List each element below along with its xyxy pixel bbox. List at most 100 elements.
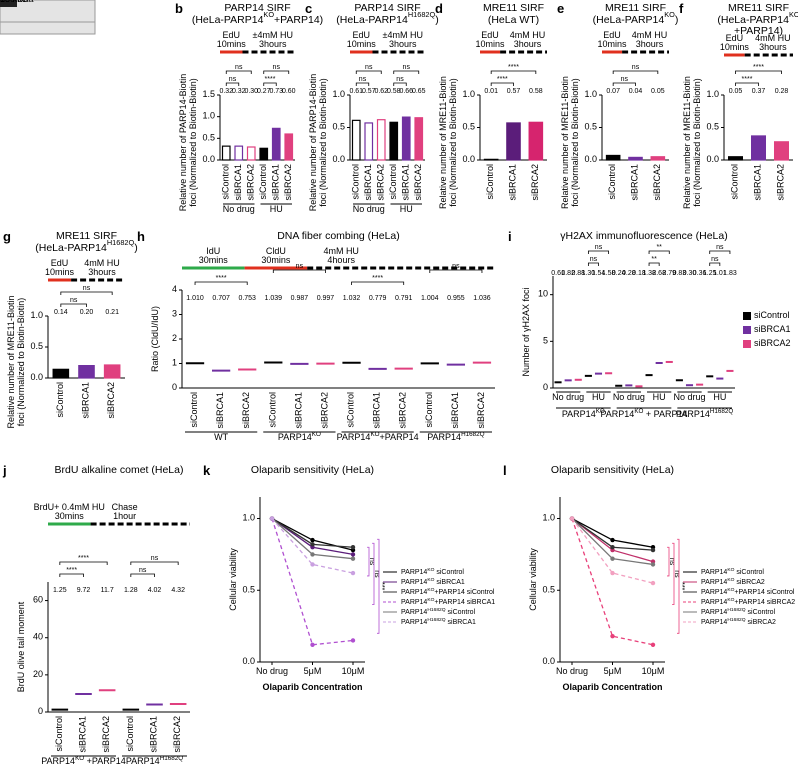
bar — [221, 145, 231, 161]
y-axis-label: Relative number of MRE11-Biotin — [438, 76, 448, 209]
significance-bracket — [59, 573, 84, 577]
significance-bracket — [612, 82, 636, 86]
group-label: PARP14KO+PARP14 — [337, 431, 419, 442]
value-label: 0.791 — [395, 295, 413, 302]
significance-label: ns — [296, 263, 304, 270]
group-label: PARP14H1682Q — [427, 431, 484, 442]
protocol-duration: 3hours — [514, 39, 542, 49]
y-tick-label: 0.0 — [706, 154, 719, 164]
y-tick-label: 0.0 — [242, 656, 255, 666]
protocol-label: EdU — [726, 33, 744, 43]
protocol-duration: 10mins — [45, 267, 75, 277]
chart-title: BrdU alkaline comet (HeLa) — [55, 464, 184, 476]
group-label: HU — [592, 392, 605, 402]
x-tick-label: siBRCA1 — [78, 716, 88, 753]
data-point — [610, 545, 615, 550]
significance-label: ns — [673, 570, 680, 578]
significance-label: **** — [66, 567, 77, 574]
significance-bracket — [735, 82, 759, 86]
legend-label: PARP14KO+PARP14 siBRCA1 — [401, 597, 495, 606]
significance-bracket — [367, 546, 370, 577]
y-tick-label: 1.0 — [202, 111, 215, 121]
value-label: 0.21 — [105, 309, 119, 316]
protocol-label: EdU — [51, 258, 69, 268]
value-label: 1.30 — [582, 270, 596, 277]
value-label: 1.38 — [642, 270, 656, 277]
data-point — [350, 552, 356, 557]
significance-label: *** — [378, 582, 385, 590]
y-tick-label: 2 — [172, 333, 177, 343]
x-tick-label: siBRCA1 — [81, 382, 91, 419]
x-tick-label: siBRCA2 — [107, 382, 117, 419]
y-tick-label: 0.5 — [706, 122, 719, 132]
legend-label: PARP14H1682Q siBRCA1 — [401, 617, 476, 626]
group-label: PARP14H1682Q — [126, 755, 183, 766]
protocol-label: EdU — [352, 30, 370, 40]
significance-label: **** — [78, 555, 89, 562]
chart-title: MRE11 SIRF — [605, 2, 666, 14]
panel-letter: k — [203, 463, 211, 478]
significance-bracket — [377, 538, 380, 634]
significance-label: ns — [452, 263, 460, 270]
value-label: 0.83 — [673, 270, 687, 277]
bar — [271, 127, 281, 161]
genotype-label: PARP14KO — [562, 408, 605, 419]
panel-letter: d — [435, 1, 443, 16]
x-tick-label: siControl — [54, 716, 64, 752]
panel-letter: b — [175, 1, 183, 16]
data-point — [310, 542, 315, 547]
x-tick-label: siBRCA1 — [363, 164, 373, 201]
significance-bracket — [709, 262, 721, 266]
value-label: 1.83 — [723, 270, 737, 277]
legend-label: PARP14H1682Q siBRCA2 — [701, 617, 776, 626]
chart-title: γH2AX immunofluorescence (HeLa) — [560, 230, 728, 242]
significance-label: ns — [70, 297, 78, 304]
group-label: No drug — [552, 392, 584, 402]
legend-label: PARP14H1682Q siControl — [401, 607, 476, 616]
protocol-duration: 1hour — [113, 511, 136, 521]
value-label: 0.58 — [529, 88, 543, 95]
value-label: 0.987 — [291, 295, 309, 302]
panel-letter: j — [2, 463, 7, 478]
value-label: 0.37 — [752, 88, 766, 95]
data-point — [610, 556, 615, 561]
group-label: PARP14KO — [278, 431, 321, 442]
y-tick-label: 0.0 — [462, 154, 475, 164]
significance-bracket — [59, 561, 108, 565]
chart-subtitle: (HeLa-PARP14H1682Q) — [336, 10, 438, 25]
significance-bracket — [355, 82, 370, 86]
significance-bracket — [667, 546, 670, 577]
x-tick-label: siBRCA2 — [246, 164, 256, 201]
x-tick-label: 5μM — [304, 666, 322, 676]
bar — [376, 119, 386, 161]
bar — [78, 365, 95, 379]
y-tick-label: 1.0 — [332, 89, 345, 99]
chart-title: MRE11 SIRF — [728, 2, 789, 14]
value-label: 0.32 — [232, 88, 246, 95]
y-axis-label: Cellular viability — [528, 548, 538, 611]
blot-membrane — [0, 0, 96, 23]
bar — [246, 146, 256, 161]
y-tick-label: 0.0 — [332, 154, 345, 164]
y-tick-label: 1.0 — [30, 310, 43, 320]
legend-label: PARP14KO siControl — [401, 567, 464, 576]
x-tick-label: siBRCA1 — [149, 716, 159, 753]
bar — [650, 156, 666, 161]
value-label: 0.20 — [80, 309, 94, 316]
significance-bracket — [372, 542, 375, 606]
value-label: 0.05 — [651, 88, 665, 95]
significance-bracket — [263, 82, 277, 86]
y-tick-label: 1.0 — [462, 89, 475, 99]
data-point — [650, 580, 656, 586]
significance-label: ns — [621, 76, 629, 83]
group-label: No drug — [353, 204, 385, 214]
protocol-label: ±4mM HU — [253, 30, 293, 40]
x-tick-label: siControl — [258, 164, 268, 200]
protocol-label: 4mM HU — [755, 33, 791, 43]
significance-label: ns — [632, 64, 640, 71]
group-label: HU — [653, 392, 666, 402]
protocol-label: 4mM HU — [510, 30, 546, 40]
value-label: 0.07 — [606, 88, 620, 95]
data-point — [350, 570, 356, 576]
group-label: No drug — [613, 392, 645, 402]
